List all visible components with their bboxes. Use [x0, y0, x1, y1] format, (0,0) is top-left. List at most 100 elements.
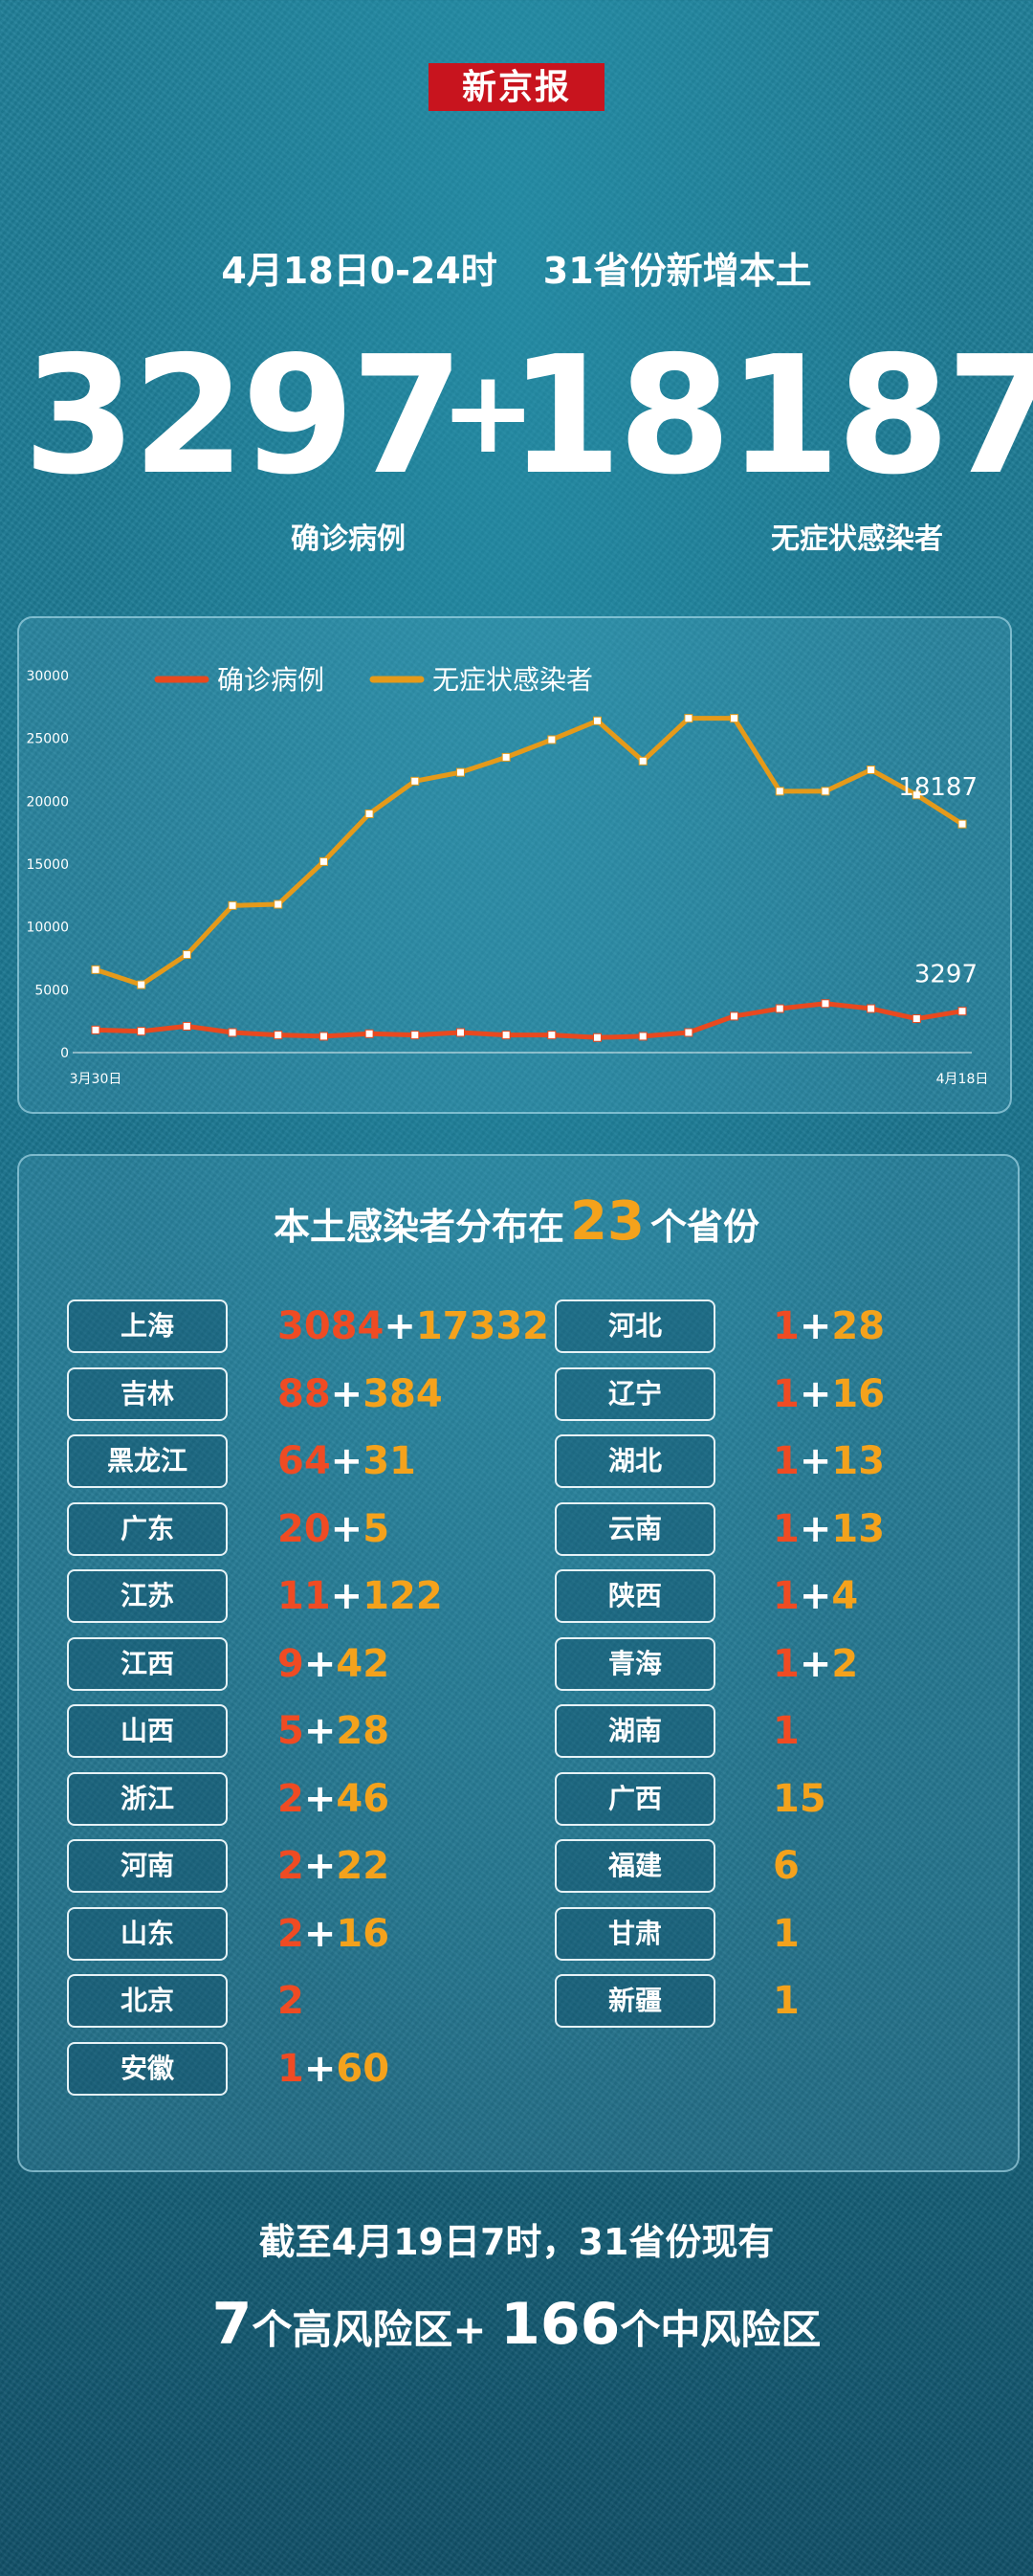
province-value: 20+5	[277, 1504, 389, 1554]
asymptomatic-count: 5	[363, 1506, 390, 1551]
province-value: 1+13	[773, 1436, 885, 1486]
page-subtitle: 4月18日0-24时 31省份新增本土	[0, 241, 1033, 294]
confirmed-count: 20	[277, 1506, 331, 1551]
confirmed-count: 2	[277, 1911, 304, 1956]
data-point	[274, 899, 283, 909]
data-point	[319, 1032, 328, 1041]
asymptomatic-count: 4	[831, 1574, 859, 1618]
plus-sign: +	[799, 1574, 832, 1618]
data-point	[182, 950, 191, 960]
confirmed-count: 88	[277, 1371, 331, 1416]
data-point	[410, 1031, 420, 1040]
province-name: 黑龙江	[67, 1434, 228, 1488]
data-point	[957, 819, 967, 829]
y-tick-label: 30000	[26, 669, 69, 684]
asymptomatic-count: 16	[336, 1911, 390, 1956]
data-point	[455, 1028, 465, 1037]
province-value: 1	[773, 1976, 800, 2026]
province-value: 5+28	[277, 1706, 389, 1756]
data-point	[228, 900, 237, 910]
data-point	[867, 1004, 876, 1013]
asymptomatic-count: 17332	[415, 1304, 550, 1348]
asymptomatic-label: 无症状感染者	[771, 522, 943, 556]
data-point	[364, 809, 374, 818]
asymptomatic-count: 122	[363, 1574, 443, 1618]
confirmed-count: 11	[277, 1574, 331, 1618]
subtitle-text: 31省份新增本土	[542, 250, 812, 292]
plus-sign: +	[799, 1304, 832, 1348]
plus-sign: +	[799, 1641, 832, 1686]
data-point	[182, 1021, 191, 1031]
y-tick-label: 5000	[34, 983, 69, 998]
data-point	[684, 1028, 693, 1037]
plus-sign: +	[303, 1641, 337, 1686]
data-point	[319, 856, 328, 866]
high-risk-label: 个高风险区+	[252, 2306, 487, 2353]
province-name: 广西	[555, 1771, 715, 1826]
asymptomatic-count: 28	[831, 1304, 886, 1348]
x-tick-label-end: 4月18日	[936, 1072, 989, 1087]
asymptomatic-count: 13	[831, 1506, 886, 1551]
mid-risk-label: 个中风险区	[620, 2306, 822, 2353]
logo: 新京报	[429, 63, 604, 111]
footer-line-2: 7个高风险区+ 166个中风险区	[0, 2291, 1033, 2358]
province-name: 湖南	[555, 1704, 715, 1758]
confirmed-count: 1	[773, 1641, 800, 1686]
province-name: 江西	[67, 1636, 228, 1691]
plus-sign: +	[330, 1439, 363, 1483]
province-name: 辽宁	[555, 1366, 715, 1421]
province-value: 1	[773, 1909, 800, 1959]
data-point	[730, 1011, 739, 1021]
plus-sign: +	[303, 1911, 337, 1956]
province-name: 新疆	[555, 1974, 715, 2028]
line-chart: 0 5000 10000 15000 20000 25000 30000 3月30日 4月18日…	[26, 664, 989, 1087]
data-point	[137, 980, 146, 989]
asymptomatic-count: 1	[773, 1911, 800, 1956]
province-value: 1+28	[773, 1301, 885, 1351]
x-tick-label-start: 3月30日	[70, 1072, 122, 1087]
data-point	[957, 1007, 967, 1016]
province-value: 11+122	[277, 1571, 443, 1621]
plus-sign: +	[303, 2046, 337, 2091]
province-name: 云南	[555, 1501, 715, 1556]
province-value: 1+4	[773, 1571, 858, 1621]
plus-sign: +	[303, 1709, 337, 1753]
province-value: 15	[773, 1774, 826, 1824]
confirmed-count: 1	[773, 1506, 800, 1551]
chart-panel: 0 5000 10000 15000 20000 25000 30000 3月30日 4月18日…	[17, 616, 1012, 1114]
province-name: 上海	[67, 1299, 228, 1353]
y-tick-label: 25000	[26, 732, 69, 747]
data-point	[455, 767, 465, 777]
data-point	[228, 1028, 237, 1037]
province-name: 河南	[67, 1839, 228, 1893]
legend-label: 无症状感染者	[432, 664, 593, 696]
data-point	[364, 1029, 374, 1038]
asymptomatic-count: 22	[336, 1844, 390, 1888]
province-name: 河北	[555, 1299, 715, 1353]
confirmed-count: 5	[277, 1709, 304, 1753]
asymptomatic-number: 18187	[509, 322, 1033, 511]
province-count: 23	[570, 1190, 645, 1253]
data-point	[91, 965, 100, 974]
confirmed-count: 2	[277, 1776, 304, 1821]
footer-line-1: 截至4月19日7时，31省份现有	[258, 2221, 775, 2263]
plus-sign: +	[440, 346, 537, 479]
plus-sign: +	[384, 1304, 416, 1348]
end-label-confirmed: 3297	[914, 961, 978, 989]
data-point	[593, 1033, 603, 1042]
province-value: 64+31	[277, 1436, 416, 1486]
high-risk-count: 7	[211, 2291, 253, 2358]
province-name: 陕西	[555, 1569, 715, 1623]
data-point	[274, 1031, 283, 1040]
plus-sign: +	[330, 1371, 363, 1416]
province-name: 甘肃	[555, 1906, 715, 1961]
confirmed-count: 2	[277, 1844, 304, 1888]
plus-sign: +	[303, 1776, 337, 1821]
confirmed-count: 9	[277, 1641, 304, 1686]
asymptomatic-count: 1	[773, 1979, 800, 2023]
plus-sign: +	[330, 1574, 363, 1618]
province-value: 1	[773, 1706, 800, 1756]
y-tick-label: 15000	[26, 857, 69, 873]
data-point	[684, 714, 693, 723]
asymptomatic-count: 31	[363, 1439, 416, 1483]
